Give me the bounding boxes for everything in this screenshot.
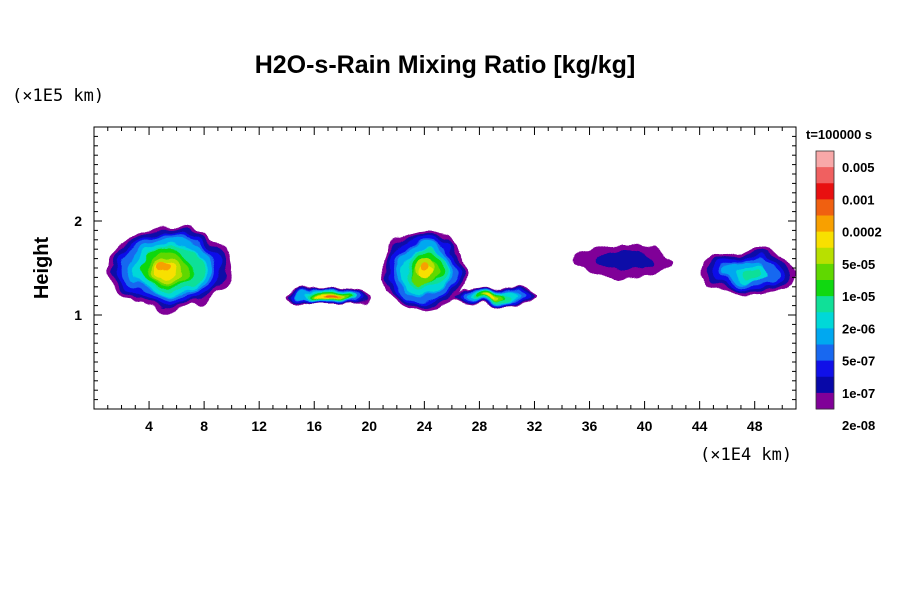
colorbar-frame [815,150,835,410]
rain-cell [451,286,535,306]
chart-title: H2O-s-Rain Mixing Ratio [kg/kg] [255,51,636,79]
x-tick-label: 20 [362,418,378,434]
x-tick-label: 12 [251,418,267,434]
colorbar-swatch [816,312,834,329]
contour-level [598,250,655,270]
colorbar-swatch [816,151,834,168]
colorbar-swatch [816,296,834,313]
colorbar-label: 2e-08 [842,418,875,433]
x-tick-label: 44 [692,418,708,434]
colorbar-label: 1e-07 [842,386,875,401]
colorbar-swatch [816,328,834,346]
rain-field [107,225,796,311]
colorbar-label: 2e-06 [842,321,875,336]
x-tick-label: 48 [747,418,763,434]
x-tick-label: 36 [582,418,598,434]
x-tick-label: 4 [145,418,153,434]
x-tick-label: 24 [417,418,433,434]
x-tick-label: 16 [306,418,322,434]
x-tick-label: 40 [637,418,653,434]
colorbar-swatch [816,344,834,362]
colorbar-label: 1e-05 [842,289,875,304]
colorbar-label: 0.001 [842,192,875,207]
colorbar-swatch [816,231,834,249]
y-unit-label: (×1E5 km) [12,86,104,106]
contour-level [156,261,171,272]
rain-cell [286,286,370,306]
x-tick-label: 28 [472,418,488,434]
colorbar-swatch [816,183,834,200]
colorbar-label: 0.005 [842,160,875,175]
rain-cell [699,249,796,297]
x-unit-label: (×1E4 km) [700,445,792,465]
colorbar-swatch [816,167,834,184]
contour-level [325,294,334,298]
y-axis-label: Height [31,237,53,300]
rain-cell [383,230,466,311]
rain-contours [107,225,796,311]
y-tick-label: 1 [74,307,82,323]
colorbar-label: 5e-05 [842,257,875,272]
colorbar-swatch [816,360,834,378]
x-tick-label: 8 [200,418,208,434]
colorbar-swatch [816,280,834,297]
y-tick-label: 2 [74,213,82,229]
rain-cell [575,244,673,278]
colorbar: 0.005 0.001 0.0002 5e-05 1e-05 2e-06 5e-07 1e-0… [815,150,882,433]
x-tick-label: 32 [527,418,543,434]
colorbar-swatch [816,263,834,281]
colorbar-swatch [816,215,834,233]
colorbar-swatch [816,376,834,394]
rain-cell [107,225,232,311]
time-label: t=100000 s [806,127,872,142]
colorbar-swatch [816,199,834,217]
contour-level [742,269,761,279]
colorbar-label: 0.0002 [842,225,882,240]
colorbar-swatch [816,392,834,410]
colorbar-label: 5e-07 [842,354,875,369]
contour-level [420,262,430,272]
contour-level [487,295,498,298]
colorbar-swatch [816,247,834,265]
